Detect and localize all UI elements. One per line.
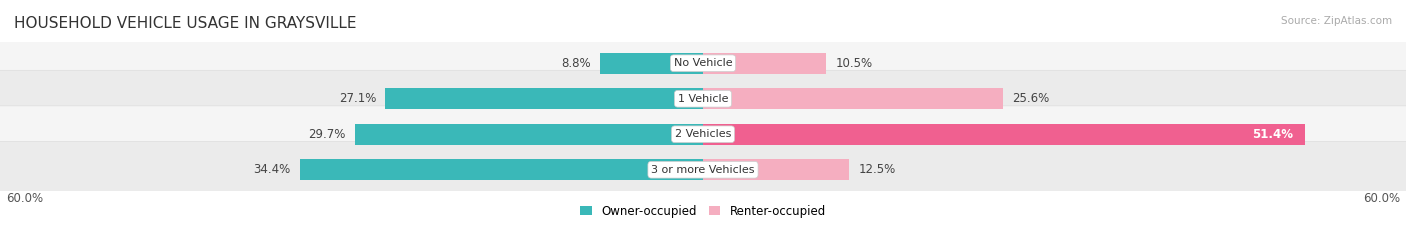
FancyBboxPatch shape <box>0 141 1406 198</box>
Text: 25.6%: 25.6% <box>1012 92 1049 105</box>
Text: No Vehicle: No Vehicle <box>673 58 733 68</box>
Text: 51.4%: 51.4% <box>1253 128 1294 141</box>
Text: 34.4%: 34.4% <box>253 163 291 176</box>
Bar <box>703 89 1002 109</box>
FancyBboxPatch shape <box>0 106 1406 163</box>
Text: 10.5%: 10.5% <box>835 57 873 70</box>
Bar <box>703 124 1305 144</box>
FancyBboxPatch shape <box>0 35 1406 92</box>
Text: 60.0%: 60.0% <box>6 192 44 205</box>
Text: 1 Vehicle: 1 Vehicle <box>678 94 728 104</box>
Text: 27.1%: 27.1% <box>339 92 375 105</box>
Bar <box>299 159 703 180</box>
Text: 2 Vehicles: 2 Vehicles <box>675 129 731 139</box>
FancyBboxPatch shape <box>0 70 1406 127</box>
Bar <box>703 53 827 74</box>
Text: 29.7%: 29.7% <box>308 128 346 141</box>
Bar <box>385 89 703 109</box>
Text: Source: ZipAtlas.com: Source: ZipAtlas.com <box>1281 16 1392 26</box>
Bar <box>703 159 849 180</box>
Bar <box>600 53 703 74</box>
Text: HOUSEHOLD VEHICLE USAGE IN GRAYSVILLE: HOUSEHOLD VEHICLE USAGE IN GRAYSVILLE <box>14 16 357 31</box>
Text: 12.5%: 12.5% <box>859 163 896 176</box>
Text: 3 or more Vehicles: 3 or more Vehicles <box>651 165 755 175</box>
Text: 60.0%: 60.0% <box>1362 192 1400 205</box>
Bar <box>354 124 703 144</box>
Text: 8.8%: 8.8% <box>561 57 591 70</box>
Legend: Owner-occupied, Renter-occupied: Owner-occupied, Renter-occupied <box>575 200 831 223</box>
